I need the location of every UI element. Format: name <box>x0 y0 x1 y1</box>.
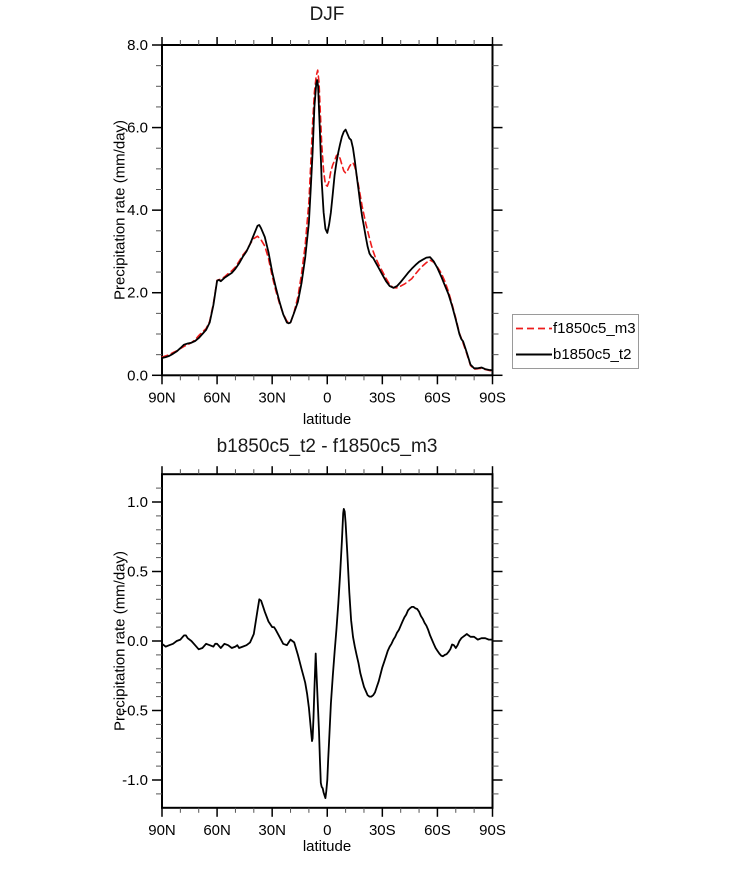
x-tick-label: 30S <box>369 822 396 839</box>
y-tick-label: 8.0 <box>127 37 148 54</box>
y-tick-label: -1.0 <box>122 772 148 789</box>
y-tick-label: 2.0 <box>127 285 148 302</box>
plot-frame-1 <box>161 473 494 809</box>
bottom-chart-title: b1850c5_t2 - f1850c5_m3 <box>216 436 438 457</box>
x-tick-label: 60S <box>424 389 451 406</box>
y-tick-label: 0.0 <box>127 633 148 650</box>
legend-entry-b1850c5_t2: b1850c5_t2 <box>513 342 638 368</box>
legend-dashed-red-line-icon <box>516 327 552 330</box>
x-tick-label: 90N <box>148 822 176 839</box>
legend-label-b1850c5_t2: b1850c5_t2 <box>553 346 632 364</box>
x-tick-label: 30S <box>369 389 396 406</box>
y-tick-label: 0.0 <box>127 367 148 384</box>
x-tick-label: 0 <box>323 389 331 406</box>
y-tick-label: -0.5 <box>122 703 148 720</box>
bottom-y-axis-label: Precipitation rate (mm/day) <box>111 550 129 732</box>
top-x-axis-label: latitude <box>302 411 352 428</box>
y-tick-label: 4.0 <box>127 202 148 219</box>
bottom-x-axis-label: latitude <box>302 838 352 855</box>
x-tick-label: 0 <box>323 822 331 839</box>
top-y-axis-label: Precipitation rate (mm/day) <box>111 119 129 301</box>
plot-frame-0 <box>161 44 494 377</box>
legend-label-f1850c5_m3: f1850c5_m3 <box>553 319 636 337</box>
y-tick-label: 0.5 <box>127 564 148 581</box>
x-tick-label: 90N <box>148 389 176 406</box>
y-tick-label: 1.0 <box>127 494 148 511</box>
series-line-f1850c5_m3 <box>161 69 494 373</box>
series-line-difference <box>161 507 494 799</box>
legend: f1850c5_m3 b1850c5_t2 <box>512 314 639 369</box>
x-tick-label: 30N <box>258 822 286 839</box>
x-tick-label: 90S <box>479 389 506 406</box>
series-line-b1850c5_t2 <box>161 79 494 372</box>
x-tick-label: 60N <box>203 389 231 406</box>
x-tick-label: 90S <box>479 822 506 839</box>
legend-solid-black-line-icon <box>516 353 552 356</box>
top-chart-title: DJF <box>309 4 345 25</box>
x-tick-label: 60N <box>203 822 231 839</box>
x-tick-label: 60S <box>424 822 451 839</box>
x-tick-label: 30N <box>258 389 286 406</box>
y-tick-label: 6.0 <box>127 120 148 137</box>
legend-entry-f1850c5_m3: f1850c5_m3 <box>513 315 638 341</box>
